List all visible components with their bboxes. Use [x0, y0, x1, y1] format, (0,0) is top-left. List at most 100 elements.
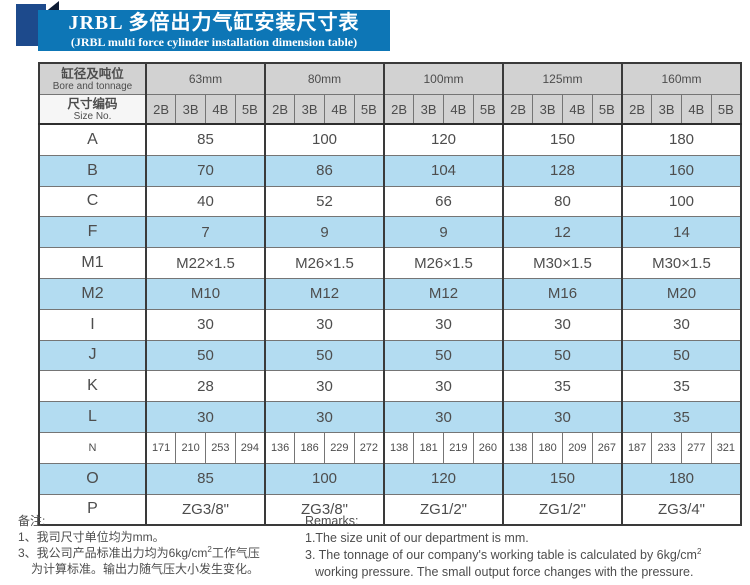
notes-zh-line3: 3、我公司产品标准出力均为6kg/cm2工作气压: [18, 545, 260, 561]
cell-P-63mm: ZG3/8": [145, 493, 266, 526]
row-label-I: I: [38, 308, 147, 341]
cell-N-125mm-2B: 138: [502, 431, 534, 464]
cell-I-100mm: 30: [383, 308, 504, 341]
cell-M2-160mm: M20: [621, 277, 742, 310]
subcol-header-63mm-2B: 2B: [145, 94, 177, 125]
cell-N-63mm-4B: 253: [205, 431, 236, 464]
superscript-2: 2: [696, 546, 702, 556]
dimension-table: 缸径及吨位 Bore and tonnage 63mm 80mm 100mm 125mm 1…: [38, 62, 742, 527]
subcol-header-63mm-3B: 3B: [175, 94, 206, 125]
cell-L-63mm: 30: [145, 401, 266, 433]
table-row-C: C 40 52 66 80 100: [38, 185, 742, 218]
table-row-L: L 30 30 30 30 35: [38, 401, 742, 433]
notes-chinese: 备注: 1、我司尺寸单位均为mm。 3、我公司产品标准出力均为6kg/cm2工作…: [18, 513, 318, 577]
group-header-63mm: 63mm: [145, 62, 266, 95]
cell-P-125mm: ZG1/2": [502, 493, 623, 526]
cell-M2-100mm: M12: [383, 277, 504, 310]
subcol-header-100mm-2B: 2B: [383, 94, 415, 125]
cell-C-80mm: 52: [264, 185, 385, 218]
table-row-N: N 171 210 253 294 136 186 229 272 138 181 219 260 138…: [38, 431, 742, 464]
cell-F-100mm: 9: [383, 216, 504, 249]
cell-A-80mm: 100: [264, 123, 385, 156]
cell-O-125mm: 150: [502, 462, 623, 495]
cell-O-80mm: 100: [264, 462, 385, 495]
cell-K-100mm: 30: [383, 370, 504, 403]
page-title: JRBL 多倍出力气缸安装尺寸表: [68, 12, 360, 34]
cell-A-63mm: 85: [145, 123, 266, 156]
cell-N-63mm-2B: 171: [145, 431, 177, 464]
row-label-M1: M1: [38, 247, 147, 279]
cell-L-100mm: 30: [383, 401, 504, 433]
cell-M1-125mm: M30×1.5: [502, 247, 623, 279]
notes-zh-line3-cont: 为计算标准。输出力随气压大小发生变化。: [31, 562, 260, 576]
table-row-B: B 70 86 104 128 160: [38, 154, 742, 187]
cell-M1-63mm: M22×1.5: [145, 247, 266, 279]
subcol-header-100mm-4B: 4B: [443, 94, 474, 125]
subcol-header-63mm-5B: 5B: [234, 94, 266, 125]
page-subtitle: (JRBL multi force cylinder installation …: [70, 35, 358, 49]
group-header-80mm: 80mm: [264, 62, 385, 95]
cell-B-80mm: 86: [264, 154, 385, 187]
cell-K-160mm: 35: [621, 370, 742, 403]
cell-F-125mm: 12: [502, 216, 623, 249]
cell-N-80mm-4B: 229: [324, 431, 355, 464]
cell-M2-80mm: M12: [264, 277, 385, 310]
cell-F-80mm: 9: [264, 216, 385, 249]
table-row-I: I 30 30 30 30 30: [38, 308, 742, 341]
cell-F-160mm: 14: [621, 216, 742, 249]
cell-C-125mm: 80: [502, 185, 623, 218]
cell-N-63mm-5B: 294: [234, 431, 266, 464]
table-row-K: K 28 30 30 35 35: [38, 370, 742, 403]
row-label-A: A: [38, 123, 147, 156]
cell-M1-80mm: M26×1.5: [264, 247, 385, 279]
cell-F-63mm: 7: [145, 216, 266, 249]
cell-M2-125mm: M16: [502, 277, 623, 310]
subcol-header-160mm-4B: 4B: [681, 94, 712, 125]
subcol-header-125mm-5B: 5B: [591, 94, 623, 125]
cell-L-125mm: 30: [502, 401, 623, 433]
cell-M1-160mm: M30×1.5: [621, 247, 742, 279]
subcol-header-160mm-3B: 3B: [651, 94, 682, 125]
cell-P-160mm: ZG3/4": [621, 493, 742, 526]
row-label-L: L: [38, 401, 147, 433]
table-row-M2: M2 M10 M12 M12 M16 M20: [38, 277, 742, 310]
cell-A-160mm: 180: [621, 123, 742, 156]
notes-en-heading: Remarks:: [305, 514, 359, 528]
subcol-header-125mm-2B: 2B: [502, 94, 534, 125]
row-label-O: O: [38, 462, 147, 495]
subcol-header-160mm-2B: 2B: [621, 94, 653, 125]
subcol-header-100mm-3B: 3B: [413, 94, 444, 125]
row-label-F: F: [38, 216, 147, 249]
subcol-header-160mm-5B: 5B: [710, 94, 742, 125]
notes-en-line3: 3. The tonnage of our company's working …: [305, 546, 702, 562]
table-row-F: F 7 9 9 12 14: [38, 216, 742, 249]
row-label-N: N: [38, 431, 147, 464]
table-row-O: O 85 100 120 150 180: [38, 462, 742, 495]
cell-C-100mm: 66: [383, 185, 504, 218]
superscript-2: 2: [207, 545, 212, 554]
subcol-header-125mm-4B: 4B: [562, 94, 593, 125]
cell-C-160mm: 100: [621, 185, 742, 218]
corner-header-size-no: 尺寸编码 Size No.: [38, 94, 147, 125]
cell-K-125mm: 35: [502, 370, 623, 403]
cell-K-63mm: 28: [145, 370, 266, 403]
subcol-header-63mm-4B: 4B: [205, 94, 236, 125]
table-row-M1: M1 M22×1.5 M26×1.5 M26×1.5 M30×1.5 M30×1.5: [38, 247, 742, 279]
cell-M2-63mm: M10: [145, 277, 266, 310]
subcol-header-80mm-2B: 2B: [264, 94, 296, 125]
cell-N-80mm-2B: 136: [264, 431, 296, 464]
cell-N-160mm-4B: 277: [681, 431, 712, 464]
subcol-header-80mm-3B: 3B: [294, 94, 325, 125]
cell-N-100mm-3B: 181: [413, 431, 444, 464]
cell-O-63mm: 85: [145, 462, 266, 495]
cell-K-80mm: 30: [264, 370, 385, 403]
cell-O-160mm: 180: [621, 462, 742, 495]
cell-N-100mm-5B: 260: [472, 431, 504, 464]
cell-N-63mm-3B: 210: [175, 431, 206, 464]
row-label-K: K: [38, 370, 147, 403]
notes-en-line1: 1.The size unit of our department is mm.: [305, 531, 529, 545]
cell-A-125mm: 150: [502, 123, 623, 156]
cell-J-63mm: 50: [145, 339, 266, 372]
corner-header-bore-tonnage: 缸径及吨位 Bore and tonnage: [38, 62, 147, 95]
